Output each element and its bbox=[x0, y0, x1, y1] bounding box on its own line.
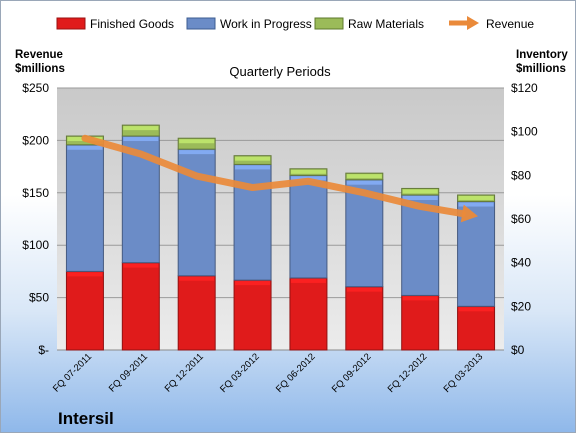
legend-label-revenue: Revenue bbox=[486, 17, 534, 31]
right-axis-ticks: $0 $20 $40 $60 $80 $100 $120 bbox=[511, 81, 538, 357]
legend-swatch-revenue bbox=[449, 16, 479, 30]
category-label: FQ 06-2012 bbox=[274, 351, 318, 395]
left-tick-label: $250 bbox=[22, 81, 49, 95]
bar-finished-goods bbox=[121, 262, 160, 351]
category-labels: FQ 07-2011 FQ 09-2011 FQ 12-2011 FQ 03-2012… bbox=[51, 351, 485, 395]
bar-highlight bbox=[235, 165, 271, 170]
bar-work-in-progress bbox=[65, 144, 104, 272]
category-label: FQ 09-2011 bbox=[107, 351, 150, 394]
bar-highlight bbox=[67, 145, 103, 150]
right-axis-title-line2: $millions bbox=[516, 63, 566, 75]
right-tick-label: $0 bbox=[511, 343, 525, 357]
legend-swatch-work-in-progress bbox=[186, 17, 216, 30]
legend-swatch-finished-goods bbox=[56, 17, 86, 30]
bar-highlight bbox=[402, 195, 438, 200]
legend: Finished Goods Work in Progress Raw Mate… bbox=[56, 16, 534, 31]
bar-raw-materials bbox=[121, 124, 160, 137]
bar-highlight bbox=[123, 137, 159, 142]
bar-highlight bbox=[235, 281, 271, 286]
legend-label-work-in-progress: Work in Progress bbox=[220, 17, 312, 31]
left-tick-label: $200 bbox=[22, 133, 49, 147]
revenue-line-group bbox=[81, 134, 479, 223]
bar-highlight bbox=[179, 276, 215, 281]
category-label: FQ 12-2012 bbox=[386, 351, 430, 395]
bar-highlight bbox=[402, 189, 438, 194]
category-label: FQ 12-2011 bbox=[163, 351, 206, 394]
bar-highlight bbox=[290, 169, 326, 174]
right-tick-label: $80 bbox=[511, 168, 531, 182]
category-label: FQ 03-2013 bbox=[442, 351, 486, 395]
left-tick-label: $50 bbox=[29, 291, 49, 305]
bar-highlight bbox=[458, 195, 494, 200]
bar-finished-goods bbox=[177, 275, 216, 351]
right-tick-label: $60 bbox=[511, 212, 531, 226]
bar-highlight bbox=[123, 126, 159, 131]
left-axis-title-line1: Revenue bbox=[15, 49, 63, 61]
category-label: FQ 09-2012 bbox=[330, 351, 374, 395]
bar-highlight bbox=[235, 156, 271, 161]
bar-finished-goods bbox=[65, 270, 104, 351]
bar-highlight bbox=[346, 180, 382, 185]
bar-raw-materials bbox=[177, 137, 216, 150]
bar-highlight bbox=[179, 150, 215, 155]
bar-highlight bbox=[123, 263, 159, 268]
bar-highlight bbox=[290, 278, 326, 283]
bar-finished-goods bbox=[233, 279, 272, 351]
bar-highlight bbox=[458, 307, 494, 312]
bar-finished-goods bbox=[457, 305, 496, 351]
company-name: Intersil bbox=[58, 409, 114, 428]
left-axis-ticks: $- $50 $100 $150 $200 $250 bbox=[22, 81, 49, 357]
bars-group bbox=[65, 124, 496, 351]
legend-label-raw-materials: Raw Materials bbox=[348, 17, 424, 31]
right-tick-label: $100 bbox=[511, 125, 538, 139]
bar-highlight bbox=[179, 139, 215, 144]
bar-work-in-progress bbox=[289, 174, 328, 279]
right-axis-title-line1: Inventory bbox=[516, 49, 568, 61]
bar-highlight bbox=[346, 287, 382, 292]
category-label: FQ 03-2012 bbox=[218, 351, 262, 395]
revenue-line bbox=[81, 134, 466, 218]
bar-highlight bbox=[402, 296, 438, 301]
bar-highlight bbox=[67, 272, 103, 277]
chart-title: Quarterly Periods bbox=[229, 64, 331, 79]
bar-highlight bbox=[346, 174, 382, 179]
right-tick-label: $40 bbox=[511, 256, 531, 270]
left-tick-label: $- bbox=[38, 343, 49, 357]
bar-finished-goods bbox=[401, 294, 440, 351]
right-tick-label: $120 bbox=[511, 81, 538, 95]
left-tick-label: $150 bbox=[22, 186, 49, 200]
category-label: FQ 07-2011 bbox=[51, 351, 94, 394]
legend-label-finished-goods: Finished Goods bbox=[90, 17, 174, 31]
bar-highlight bbox=[458, 202, 494, 207]
bar-finished-goods bbox=[289, 277, 328, 351]
legend-swatch-raw-materials bbox=[314, 17, 344, 30]
right-tick-label: $20 bbox=[511, 299, 531, 313]
left-axis-title-line2: $millions bbox=[15, 63, 65, 75]
left-tick-label: $100 bbox=[22, 238, 49, 252]
revenue-arrowhead bbox=[460, 204, 479, 223]
bar-finished-goods bbox=[345, 286, 384, 351]
